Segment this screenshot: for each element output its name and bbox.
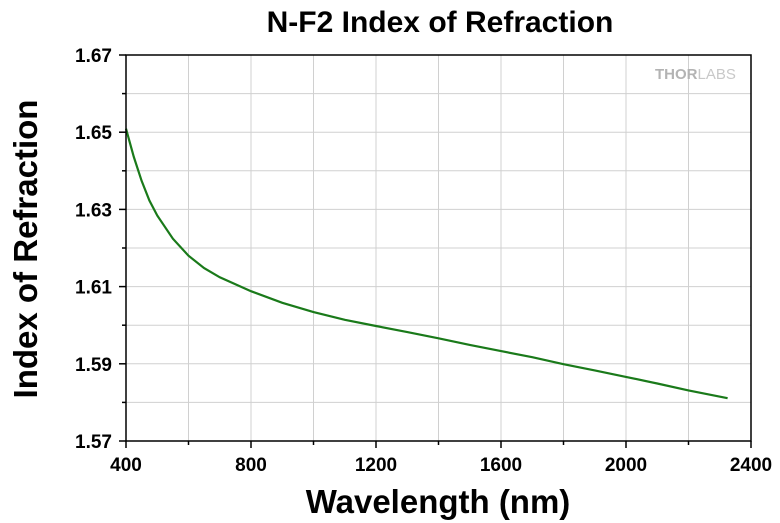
x-tick-label: 2000 xyxy=(605,455,647,476)
logo-text-bold: THOR xyxy=(655,66,698,83)
series-layer xyxy=(124,128,728,400)
y-tick-label: 1.63 xyxy=(75,200,112,221)
y-axis-label: Index of Refraction xyxy=(7,100,44,399)
tick-marks xyxy=(119,54,752,448)
thorlabs-logo: THORLABS xyxy=(655,66,736,83)
x-tick-label: 1600 xyxy=(480,455,522,476)
y-tick-label: 1.65 xyxy=(75,123,112,144)
series-line xyxy=(124,128,728,400)
x-tick-labels: 400 800 1200 1600 2000 2400 xyxy=(110,455,772,476)
x-tick-label: 2400 xyxy=(730,455,772,476)
y-tick-labels: 1.57 1.59 1.61 1.63 1.65 1.67 xyxy=(75,46,112,453)
svg-text:THORLABS: THORLABS xyxy=(655,66,736,83)
x-axis-label: Wavelength (nm) xyxy=(306,483,571,520)
chart-title: N-F2 Index of Refraction xyxy=(267,6,614,39)
y-tick-label: 1.59 xyxy=(75,355,112,376)
y-tick-label: 1.61 xyxy=(75,278,112,299)
logo-text-light: LABS xyxy=(698,66,736,83)
y-tick-label: 1.57 xyxy=(75,432,112,453)
x-tick-label: 800 xyxy=(235,455,267,476)
x-tick-label: 1200 xyxy=(355,455,397,476)
y-tick-label: 1.67 xyxy=(75,46,112,67)
x-tick-label: 400 xyxy=(110,455,142,476)
